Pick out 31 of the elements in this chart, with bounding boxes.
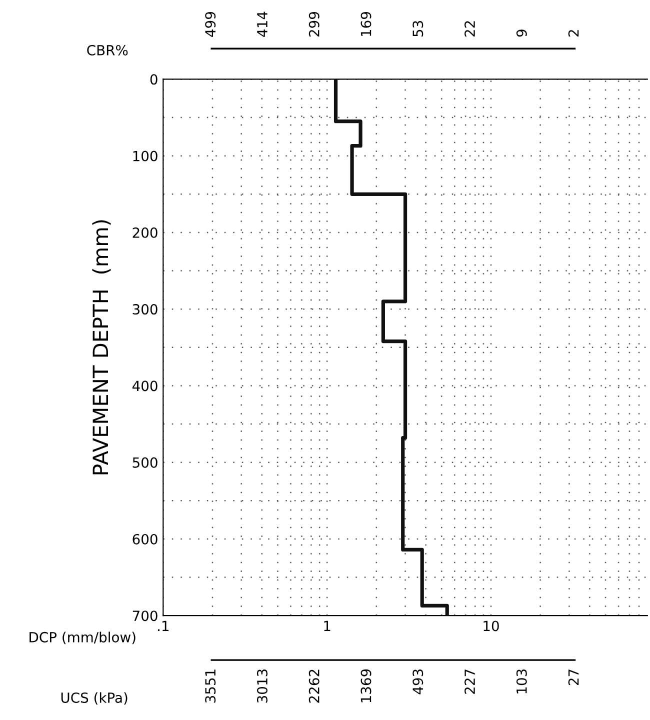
text: 227 [464, 670, 475, 694]
x-axis-title: DCP (mm/blow) [30, 632, 136, 644]
text: 499 [205, 12, 216, 37]
y-tick-label: 300 [132, 304, 158, 315]
text: 2262 [308, 670, 320, 703]
text: 27 [568, 670, 579, 686]
text: 9 [516, 30, 527, 37]
y-tick-label: 400 [132, 380, 158, 392]
x-tick-label: .1 [158, 620, 168, 632]
text: 493 [412, 669, 424, 694]
y-tick-label: 200 [132, 227, 158, 238]
x-tick-label: 10 [484, 620, 499, 632]
y-tick-label: 100 [133, 150, 158, 162]
text: 103 [516, 669, 527, 694]
x-tick-label: 1 [324, 620, 330, 632]
text: CBR% [87, 44, 128, 56]
text: 22 [464, 21, 475, 37]
y-tick-label: 500 [132, 457, 158, 468]
text: 2 [568, 30, 579, 37]
y-axis-title: PAVEMENT DEPTH (mm) [92, 220, 111, 474]
text: 1369 [360, 669, 372, 702]
text: 3551 [205, 670, 216, 703]
text: 53 [412, 20, 424, 36]
text: 299 [308, 12, 320, 37]
y-tick-label: 700 [132, 610, 158, 622]
y-tick-label: 0 [150, 74, 158, 85]
text: UCS (kPa) [61, 692, 128, 705]
text: 3013 [256, 669, 268, 703]
text: 169 [360, 12, 372, 36]
y-tick-label: 600 [132, 534, 158, 544]
text: 414 [257, 12, 268, 37]
